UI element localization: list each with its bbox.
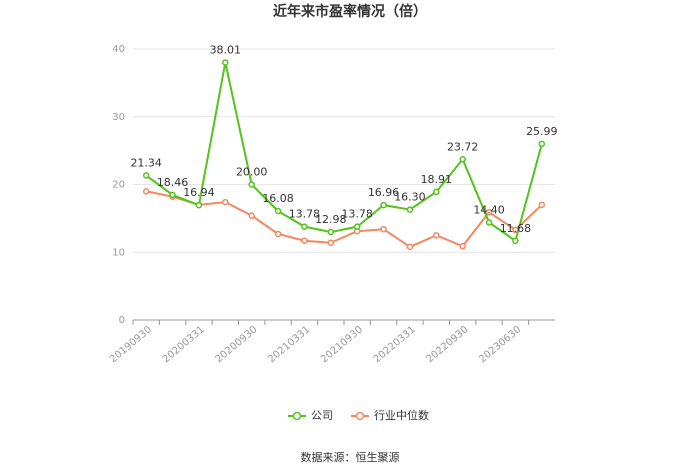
point — [301, 223, 308, 230]
data-label: 11.68 — [500, 222, 532, 235]
point — [538, 201, 546, 209]
point — [301, 237, 308, 244]
data-label: 13.78 — [341, 208, 373, 221]
x-tick-label: 20230630 — [477, 324, 523, 365]
point — [380, 201, 387, 209]
legend-marker — [292, 411, 302, 421]
point — [459, 156, 466, 163]
point — [248, 212, 255, 219]
data-label: 18.91 — [421, 173, 453, 186]
source: 数据来源：恒生聚源 — [301, 450, 400, 464]
data-label: 20.00 — [236, 166, 268, 179]
x-tick-label: 20190930 — [108, 324, 154, 365]
x-tick-label: 20210930 — [319, 324, 365, 365]
data-label: 13.78 — [289, 208, 321, 221]
point — [195, 201, 203, 209]
point — [406, 206, 414, 213]
point — [512, 237, 519, 245]
point — [274, 230, 282, 238]
x-tick-label: 20220331 — [372, 324, 418, 365]
series-line — [145, 62, 543, 243]
x-tick-label: 20210331 — [266, 324, 312, 365]
point — [274, 207, 282, 215]
legend-marker — [355, 411, 365, 421]
point — [222, 198, 229, 206]
point — [406, 243, 414, 251]
point — [485, 209, 493, 216]
point — [248, 181, 255, 188]
data-label: 16.96 — [368, 186, 400, 199]
data-label: 18.46 — [157, 176, 189, 189]
x-tick-label: 20220930 — [424, 324, 470, 365]
point — [433, 232, 440, 239]
data-label: 23.72 — [447, 140, 479, 153]
data-label: 16.08 — [262, 192, 294, 205]
data-label: 25.99 — [526, 125, 558, 138]
legend-label: 行业中位数 — [374, 408, 429, 422]
point — [433, 188, 440, 196]
data-label: 21.34 — [130, 156, 162, 169]
data-label: 16.94 — [183, 186, 215, 199]
y-tick-label: 40 — [112, 44, 125, 55]
point — [380, 225, 387, 233]
y-tick-label: 0 — [119, 315, 125, 326]
point — [327, 239, 335, 247]
point — [327, 228, 335, 236]
legend-label: 公司 — [311, 409, 333, 422]
data-label: 12.98 — [315, 213, 347, 226]
point — [169, 191, 176, 199]
series-line — [145, 190, 543, 248]
point — [222, 59, 229, 66]
point — [459, 242, 466, 250]
x-tick-label: 20200930 — [213, 324, 259, 365]
point — [142, 188, 150, 195]
data-label: 38.01 — [210, 43, 242, 56]
y-tick-label: 10 — [112, 247, 125, 258]
x-tick-label: 20200331 — [161, 324, 207, 365]
point — [538, 140, 546, 148]
chart-title: 近年来市盈率情况（倍） — [273, 3, 427, 20]
point — [353, 223, 361, 230]
y-tick-label: 30 — [112, 112, 125, 123]
point — [485, 219, 493, 226]
data-label: 16.30 — [394, 191, 426, 204]
data-label: 14.40 — [473, 203, 505, 216]
point — [142, 172, 150, 179]
y-tick-label: 20 — [112, 180, 125, 191]
